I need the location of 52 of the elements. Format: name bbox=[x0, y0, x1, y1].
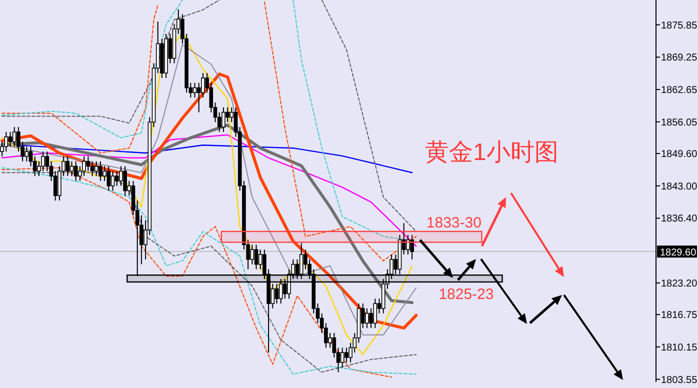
text: 黄金1小时图 bbox=[425, 139, 558, 166]
y-tick-label: 1875.85 bbox=[661, 20, 698, 32]
candlestick bbox=[24, 146, 29, 162]
y-tick-label: 1823.20 bbox=[661, 278, 698, 290]
y-tick-label: 1862.65 bbox=[661, 84, 698, 96]
candlestick bbox=[278, 278, 283, 304]
y-tick-label: 1836.40 bbox=[661, 214, 698, 225]
candlestick bbox=[70, 160, 74, 177]
candlestick bbox=[86, 156, 90, 172]
candlestick bbox=[114, 170, 119, 186]
legend-label: 1825-23 bbox=[438, 286, 494, 303]
line-series bbox=[264, 1, 417, 262]
candlestick bbox=[106, 166, 111, 192]
y-tick-label: 1816.75 bbox=[661, 310, 698, 322]
line-series bbox=[2, 4, 158, 154]
candlestick bbox=[299, 242, 304, 280]
candlestick bbox=[94, 160, 98, 177]
y-tick-label: 1810.15 bbox=[661, 342, 698, 354]
line-series bbox=[1, 134, 417, 247]
candlestick bbox=[8, 131, 12, 148]
candlestick bbox=[274, 283, 279, 304]
candlestick bbox=[110, 170, 115, 192]
candlestick bbox=[98, 160, 102, 182]
band-label: 1833-30 bbox=[426, 214, 482, 232]
candlestick bbox=[74, 160, 78, 182]
candlestick bbox=[123, 166, 127, 196]
candlestick bbox=[340, 347, 344, 368]
candlestick bbox=[90, 160, 94, 177]
candlestick bbox=[344, 347, 348, 363]
y-tick-label: 1869.25 bbox=[661, 52, 698, 64]
candlestick bbox=[406, 234, 410, 256]
candlestick bbox=[4, 131, 8, 152]
candlestick bbox=[41, 151, 45, 172]
candlestick bbox=[12, 126, 16, 148]
y-tick-label: 1843.00 bbox=[661, 181, 698, 192]
candlestick bbox=[365, 308, 369, 329]
line-series bbox=[2, 0, 220, 124]
y-tick-label: 1803.55 bbox=[661, 374, 698, 386]
line-series bbox=[292, 0, 417, 242]
candlestick bbox=[373, 298, 378, 329]
line-series bbox=[321, 0, 417, 232]
candlestick bbox=[222, 106, 226, 132]
candlestick bbox=[192, 82, 197, 98]
candlestick bbox=[410, 234, 414, 260]
line-series bbox=[2, 0, 183, 138]
candlestick bbox=[82, 156, 86, 177]
candlestick bbox=[250, 244, 254, 265]
y-tick-label: 1856.05 bbox=[661, 117, 698, 128]
y-tick-label: 1849.60 bbox=[661, 148, 698, 160]
candlestick bbox=[66, 156, 70, 177]
ref-line-label: 1829.60 bbox=[660, 248, 697, 259]
candlestick bbox=[254, 244, 258, 270]
